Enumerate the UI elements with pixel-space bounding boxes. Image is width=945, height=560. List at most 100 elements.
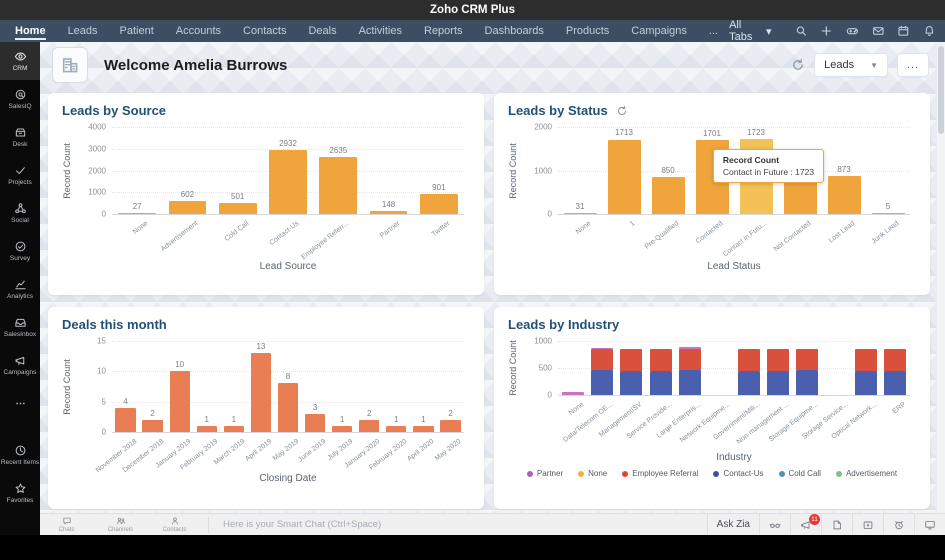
bar-pre-qualified[interactable] bbox=[651, 177, 685, 214]
bar-segment-contact-us[interactable] bbox=[884, 370, 907, 395]
tab-reports[interactable]: Reports bbox=[424, 25, 463, 37]
tab-patient[interactable]: Patient bbox=[119, 25, 154, 37]
feeds-button[interactable] bbox=[852, 514, 883, 535]
chat-tab-contacts[interactable]: Contacts bbox=[148, 514, 202, 535]
tab-home[interactable]: Home bbox=[4, 20, 57, 42]
bar-segment-partner[interactable] bbox=[561, 392, 584, 395]
chat-tab-channels[interactable]: Channels bbox=[94, 514, 148, 535]
bar-june-2019[interactable] bbox=[304, 413, 326, 432]
sidebar-item-favorites[interactable]: Favorites bbox=[0, 474, 40, 512]
bar-1[interactable] bbox=[607, 139, 641, 214]
legend-item-partner[interactable]: Partner bbox=[526, 469, 563, 478]
bar-segment-contact-us[interactable] bbox=[767, 370, 789, 395]
refresh-icon[interactable] bbox=[791, 58, 805, 72]
bar-january-2019[interactable] bbox=[169, 371, 190, 432]
bar-segment-contact-us[interactable] bbox=[649, 370, 672, 395]
smart-chat-input[interactable]: Here is your Smart Chat (Ctrl+Space) bbox=[223, 519, 382, 530]
sidebar-item-more[interactable] bbox=[0, 384, 40, 422]
bar-april-2020[interactable] bbox=[413, 425, 434, 432]
sidebar-item-crm[interactable]: CRM bbox=[0, 42, 40, 80]
header-more-button[interactable]: ... bbox=[897, 53, 929, 77]
legend-item-employee-referral[interactable]: Employee Referral bbox=[622, 469, 698, 478]
bar-segment-partner[interactable] bbox=[679, 347, 701, 349]
sidebar-item-recent-items[interactable]: Recent Items bbox=[0, 436, 40, 474]
chat-tab-chats[interactable]: Chats bbox=[40, 514, 94, 535]
notifications-icon[interactable] bbox=[923, 24, 936, 38]
bar-segment-employee-referral[interactable] bbox=[620, 349, 643, 371]
sidebar-item-survey[interactable]: Survey bbox=[0, 232, 40, 270]
bar-cold-call[interactable] bbox=[218, 203, 257, 214]
bar-employee-referr[interactable] bbox=[319, 156, 358, 214]
reminders-button[interactable] bbox=[883, 514, 914, 535]
bar-twitter[interactable] bbox=[420, 194, 458, 214]
bar-april-2019[interactable] bbox=[250, 353, 272, 432]
legend-item-advertisement[interactable]: Advertisement bbox=[835, 469, 897, 478]
announcements-button[interactable]: 11 bbox=[790, 514, 821, 535]
sidebar-item-social[interactable]: Social bbox=[0, 194, 40, 232]
bar-segment-contact-us[interactable] bbox=[796, 370, 819, 395]
zia-button[interactable] bbox=[759, 514, 790, 535]
vertical-scrollbar[interactable] bbox=[937, 42, 945, 513]
bar-december-2018[interactable] bbox=[142, 419, 163, 432]
bar-partner[interactable] bbox=[369, 210, 408, 214]
bar-none[interactable] bbox=[563, 212, 597, 214]
bar-segment-employee-referral[interactable] bbox=[767, 349, 789, 371]
bar-segment-employee-referral[interactable] bbox=[855, 349, 877, 371]
bar-may-2019[interactable] bbox=[277, 383, 299, 432]
sidebar-item-analytics[interactable]: Analytics bbox=[0, 270, 40, 308]
bar-november-2018[interactable] bbox=[115, 407, 136, 432]
tab-more[interactable]: ... bbox=[708, 25, 719, 37]
tab-contacts[interactable]: Contacts bbox=[243, 25, 287, 37]
ask-zia-button[interactable]: Ask Zia bbox=[706, 514, 759, 535]
tab-activities[interactable]: Activities bbox=[358, 25, 402, 37]
bar-segment-contact-us[interactable] bbox=[855, 370, 877, 395]
calendar-icon[interactable] bbox=[897, 24, 910, 38]
tab-products[interactable]: Products bbox=[565, 25, 610, 37]
module-select-dropdown[interactable]: Leads ▼ bbox=[814, 53, 888, 77]
bar-advertisement[interactable] bbox=[168, 200, 207, 214]
bar-segment-contact-us[interactable] bbox=[737, 370, 760, 395]
bar-march-2019[interactable] bbox=[223, 425, 244, 432]
bar-segment-employee-referral[interactable] bbox=[649, 349, 672, 371]
add-icon[interactable] bbox=[820, 24, 833, 38]
legend-item-contact-us[interactable]: Contact-Us bbox=[713, 469, 764, 478]
sidebar-item-salesinbox[interactable]: SalesInbox bbox=[0, 308, 40, 346]
bar-junk-lead[interactable] bbox=[871, 213, 905, 214]
bar-segment-contact-us[interactable] bbox=[679, 370, 701, 395]
bar-segment-employee-referral[interactable] bbox=[884, 349, 907, 371]
bar-segment-contact-us[interactable] bbox=[620, 370, 643, 395]
all-tabs-dropdown[interactable]: All Tabs ▾ bbox=[729, 19, 771, 43]
bar-segment-employee-referral[interactable] bbox=[796, 348, 819, 371]
bar-contact-us[interactable] bbox=[269, 150, 307, 214]
sidebar-item-projects[interactable]: Projects bbox=[0, 156, 40, 194]
bar-none[interactable] bbox=[118, 213, 156, 214]
tab-dashboards[interactable]: Dashboards bbox=[484, 25, 544, 37]
legend-item-none[interactable]: None bbox=[578, 469, 607, 478]
games-icon[interactable] bbox=[846, 24, 859, 38]
tab-campaigns[interactable]: Campaigns bbox=[631, 25, 687, 37]
tab-accounts[interactable]: Accounts bbox=[175, 25, 222, 37]
bar-segment-contact-us[interactable] bbox=[591, 370, 613, 395]
bar-february-2020[interactable] bbox=[386, 425, 407, 432]
sidebar-item-desk[interactable]: Desk bbox=[0, 118, 40, 156]
search-icon[interactable] bbox=[795, 24, 808, 38]
scrollbar-thumb[interactable] bbox=[938, 46, 944, 134]
bar-lost-lead[interactable] bbox=[827, 176, 861, 214]
notes-button[interactable] bbox=[821, 514, 852, 535]
sidebar-item-campaigns[interactable]: Campaigns bbox=[0, 346, 40, 384]
tab-deals[interactable]: Deals bbox=[308, 25, 337, 37]
screen-share-button[interactable] bbox=[914, 514, 945, 535]
bar-february-2019[interactable] bbox=[196, 425, 217, 432]
sidebar-item-salesiq[interactable]: SalesIQ bbox=[0, 80, 40, 118]
legend-item-cold-call[interactable]: Cold Call bbox=[778, 469, 821, 478]
bar-may-2020[interactable] bbox=[440, 419, 461, 432]
bar-july-2019[interactable] bbox=[332, 425, 353, 432]
bar-segment-employee-referral[interactable] bbox=[737, 349, 760, 371]
mail-icon[interactable] bbox=[872, 24, 885, 38]
bar-segment-partner[interactable] bbox=[591, 347, 613, 349]
bar-segment-employee-referral[interactable] bbox=[591, 348, 613, 371]
bar-segment-employee-referral[interactable] bbox=[679, 348, 701, 371]
tab-leads[interactable]: Leads bbox=[67, 25, 98, 37]
bar-january-2020[interactable] bbox=[359, 419, 380, 432]
chart-refresh-icon[interactable] bbox=[616, 105, 628, 117]
